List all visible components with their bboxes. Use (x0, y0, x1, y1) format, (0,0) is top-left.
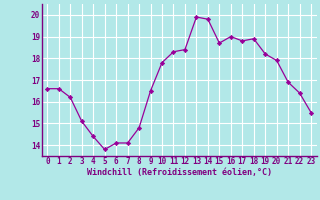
X-axis label: Windchill (Refroidissement éolien,°C): Windchill (Refroidissement éolien,°C) (87, 168, 272, 177)
